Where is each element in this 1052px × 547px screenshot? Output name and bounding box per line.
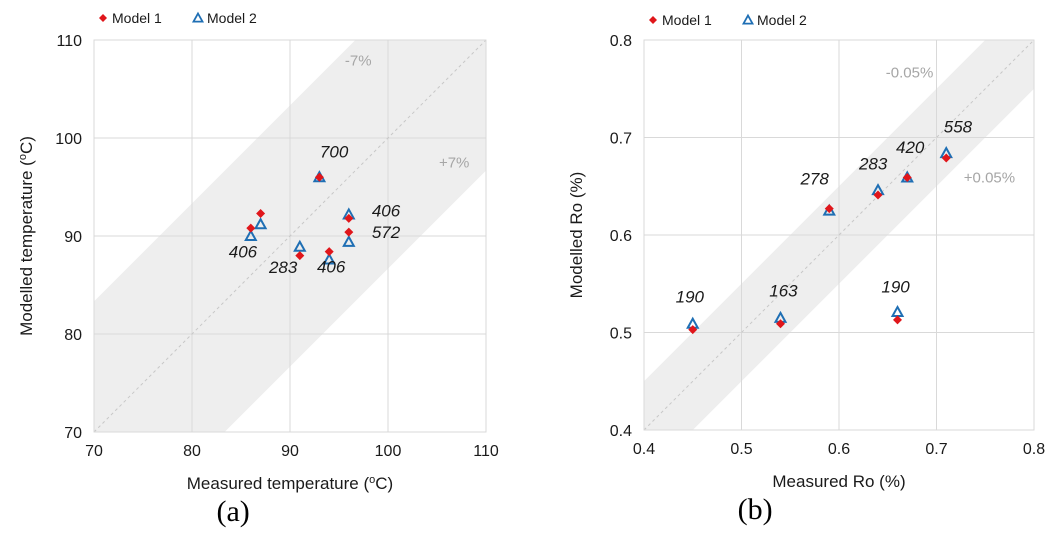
y-tick-label: 0.6 [610,228,632,245]
sample-annotation: 278 [799,169,829,188]
legend-label-model-1-a: Model 1 [112,10,162,26]
sample-annotation: 283 [268,258,298,277]
point-model-1 [824,204,834,214]
x-tick-label: 0.7 [925,441,947,458]
y-tick-label: 90 [64,229,82,246]
sample-annotation: 558 [944,118,973,137]
gridlines-b [644,40,1034,430]
x-tick-label: 0.5 [730,441,752,458]
data-points-b [686,146,953,335]
point-model-1 [776,319,785,329]
band-upper-label-b: +0.05% [964,170,1015,187]
band-lower-label-b: -0.05% [886,64,934,81]
plot-frame-a [93,39,487,433]
point-model-1 [344,213,354,223]
point-model-2 [293,239,307,252]
sample-annotation: 406 [229,243,258,262]
data-points-a [244,170,356,265]
point-model-1 [324,247,334,257]
point-model-2 [253,217,268,230]
point-model-2 [244,228,258,241]
x-tick-label: 0.8 [1023,441,1045,458]
point-model-1 [314,172,324,182]
y-tick-label: 110 [56,33,82,50]
axis-ticks-b: 0.4 0.5 0.6 0.7 0.8 0.4 0.5 0.6 0.7 0.8 [610,33,1045,458]
panel-b: -0.05% +0.05% 0.4 0.5 0.6 0.7 0.80.40.50.60.… [567,12,1045,526]
x-axis-label-b: Measured Ro (%) [772,472,905,491]
legend-a: Model 1 Model 2 [99,10,257,26]
point-model-2 [342,234,356,247]
plot-area-b [643,39,1035,431]
sample-annotation: 700 [320,143,349,162]
point-model-1 [256,208,266,218]
y-tick-label: 0.8 [610,33,632,50]
x-tick-label: 90 [281,443,299,460]
panel-a: -7% +7% 70 80 90 100 110 70 80 90 100 110 700 406 5… [17,10,499,528]
plot-frame-b [643,39,1035,431]
x-tick-label: 70 [85,443,103,460]
band-upper-label-a: +7% [439,155,469,172]
point-model-1 [688,325,698,335]
x-tick-label: 80 [183,443,201,460]
sample-annotation: 406 [372,201,401,220]
one-to-one-line-b [643,39,1035,431]
annotations-a: 700 406 572 406 283 406 [229,143,401,278]
sample-annotation: 163 [769,281,798,300]
point-model-1 [902,172,912,182]
one-to-one-line-a [93,39,487,433]
point-model-1 [246,223,256,233]
y-tick-label: 100 [55,131,82,148]
sample-annotation: 190 [881,278,910,297]
axis-ticks-a: 70 80 90 100 110 70 80 90 100 110 [55,33,499,460]
point-model-1 [344,227,354,237]
legend-marker-model-1-b [649,16,657,24]
plot-area-a [93,39,487,433]
y-tick-label: 0.4 [610,423,632,440]
panel-caption-a: (a) [217,495,250,528]
legend-marker-model-2-a [191,11,205,23]
sample-annotation: 420 [896,138,925,157]
point-model-1 [941,153,951,163]
legend-marker-model-2-b [741,13,755,25]
legend-marker-model-1-a [99,14,107,22]
band-lower-label-a: -7% [345,53,372,70]
y-axis-label-a: Modelled temperature (oC) [17,136,36,336]
legend-label-model-1-b: Model 1 [662,12,712,28]
annotations-b: 190 163 278 283 420 558 190 [676,118,973,307]
legend-b: Model 1 Model 2 [649,12,807,28]
point-model-1 [893,315,902,325]
panel-caption-b: (b) [738,493,773,526]
x-axis-label-a: Measured temperature (oC) [187,474,393,493]
x-tick-label: 0.4 [633,441,655,458]
sample-annotation: 572 [372,223,401,242]
point-model-1 [295,251,305,261]
legend-label-model-2-b: Model 2 [757,12,807,28]
y-tick-label: 0.7 [610,131,632,148]
sample-annotation: 283 [858,155,888,174]
y-axis-label-b: Modelled Ro (%) [567,172,586,299]
point-model-2 [890,304,905,318]
point-model-1 [873,190,883,200]
x-tick-label: 110 [473,443,499,460]
x-tick-label: 100 [375,443,402,460]
x-tick-label: 0.6 [828,441,850,458]
sample-annotation: 190 [676,287,705,306]
y-tick-label: 80 [64,327,82,344]
legend-label-model-2-a: Model 2 [207,10,257,26]
y-tick-label: 70 [64,425,82,442]
sample-annotation: 406 [317,257,346,276]
y-tick-label: 0.5 [610,326,632,343]
point-model-2 [322,252,336,265]
